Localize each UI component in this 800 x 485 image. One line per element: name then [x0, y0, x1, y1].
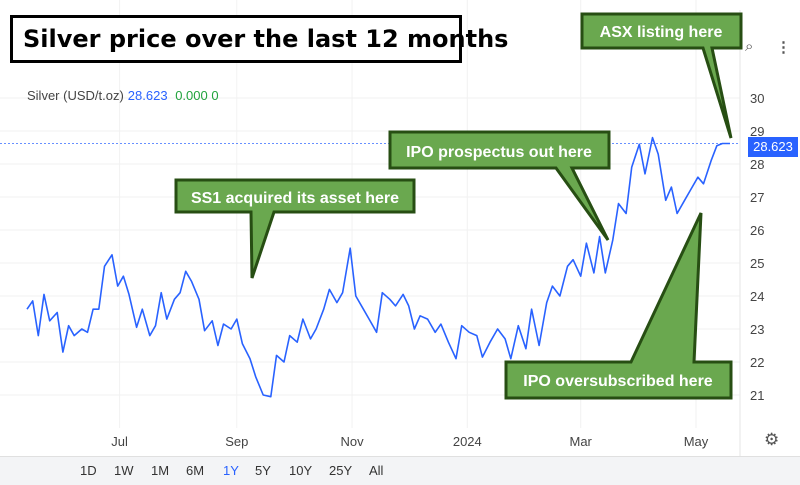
y-axis: 30 29 28 27 26 25 24 23 22 21	[750, 91, 764, 403]
range-1y[interactable]: 1Y	[223, 463, 239, 478]
y-tick-label: 26	[750, 223, 764, 238]
y-tick-label: 29	[750, 124, 764, 139]
legend-change: 0.000 0	[175, 88, 219, 103]
chart-title: Silver price over the last 12 months	[10, 15, 508, 63]
y-tick-label: 23	[750, 322, 764, 337]
x-axis: Jul Sep Nov 2024 Mar May	[111, 434, 708, 449]
y-tick-label: 25	[750, 256, 764, 271]
range-10y[interactable]: 10Y	[289, 463, 313, 478]
range-5y[interactable]: 5Y	[255, 463, 271, 478]
last-price-tag: 28.623	[748, 137, 798, 157]
range-1m[interactable]: 1M	[151, 463, 170, 478]
settings-icon[interactable]: ⚙	[764, 430, 780, 449]
range-all[interactable]: All	[369, 463, 384, 478]
callout-asx-text: ASX listing here	[600, 24, 723, 41]
callout-oversubscribed-text: IPO oversubscribed here	[523, 373, 713, 390]
x-tick-label: Mar	[570, 434, 593, 449]
y-tick-label: 28	[750, 157, 764, 172]
x-tick-label: 2024	[453, 434, 482, 449]
silver-price-chart: 30 29 28 27 26 25 24 23 22 21 Jul Sep Nov 2024 Mar May…	[0, 0, 764, 456]
y-tick-label: 27	[750, 190, 764, 205]
legend-name: Silver (USD/t.oz)	[27, 88, 124, 103]
y-tick-label: 22	[750, 355, 764, 370]
range-bar: 1D 1W 1M 6M 1Y 5Y 10Y 25Y All	[0, 456, 800, 485]
x-tick-label: Nov	[340, 434, 364, 449]
legend-last: 28.623	[127, 88, 168, 103]
x-tick-label: Sep	[225, 434, 248, 449]
y-tick-label: 30	[750, 91, 764, 106]
y-tick-label: 21	[750, 388, 764, 403]
callout-ss1-acquired: SS1 acquired its asset here	[174, 178, 416, 279]
price-line	[26, 136, 730, 398]
callout-ipo-oversubscribed: IPO oversubscribed here	[504, 212, 733, 400]
range-1w[interactable]: 1W	[114, 463, 134, 478]
range-25y[interactable]: 25Y	[329, 463, 353, 478]
x-tick-label: Jul	[111, 434, 128, 449]
callout-ipo-prospectus: IPO prospectus out here	[388, 130, 611, 241]
callout-prospectus-text: IPO prospectus out here	[406, 144, 592, 161]
range-6m[interactable]: 6M	[186, 463, 205, 478]
x-tick-label: May	[684, 434, 709, 449]
callout-ss1-text: SS1 acquired its asset here	[191, 190, 399, 207]
series-legend: Silver (USD/t.oz) 28.623 0.000 0	[27, 88, 219, 103]
y-tick-label: 24	[750, 289, 764, 304]
range-1d[interactable]: 1D	[80, 463, 97, 478]
search-icon[interactable]: ⌕	[745, 38, 754, 55]
more-options-icon[interactable]: ⋮	[776, 39, 791, 56]
chart-grid	[0, 0, 740, 428]
callout-asx-listing: ASX listing here	[580, 12, 743, 139]
